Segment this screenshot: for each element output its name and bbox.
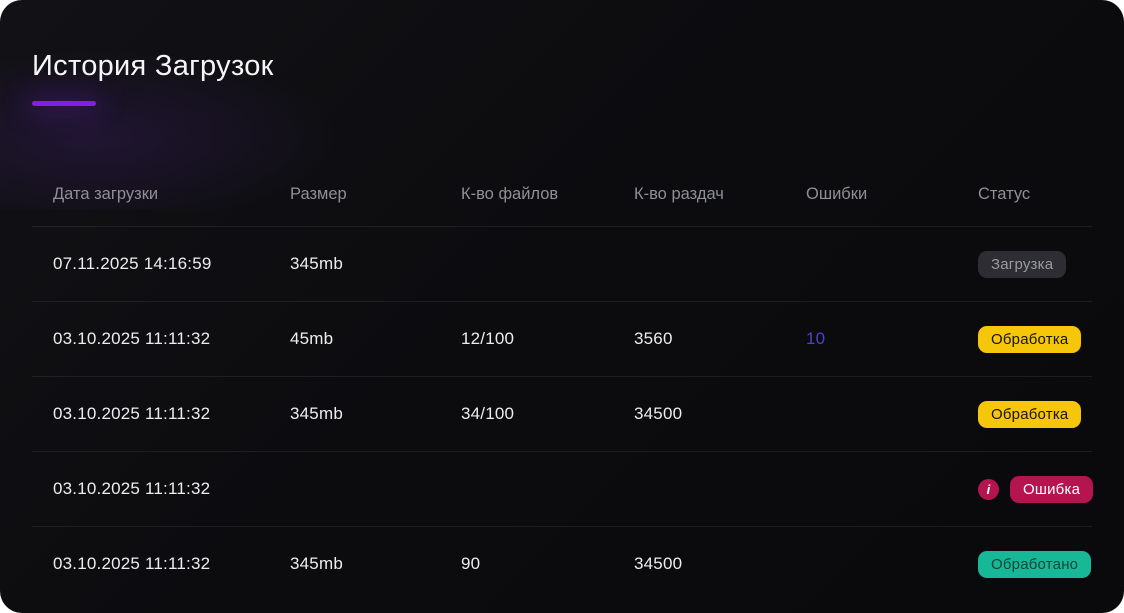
cell-date: 03.10.2025 11:11:32: [53, 554, 211, 573]
cell-files: 12/100: [461, 329, 515, 348]
cell-seeds: 3560: [634, 329, 673, 348]
error-info-icon[interactable]: i: [978, 478, 999, 500]
table-row: 03.10.2025 11:11:32 345mb 34/100 34500 О…: [32, 376, 1092, 451]
column-header-files: К-во файлов: [461, 184, 559, 203]
status-badge: Обработано: [978, 550, 1092, 578]
cell-status: Загрузка: [978, 250, 1092, 278]
cell-date: 03.10.2025 11:11:32: [53, 404, 211, 423]
cell-files: 90: [461, 554, 481, 573]
cell-size: 45mb: [290, 329, 334, 348]
cell-files: 34/100: [461, 404, 515, 423]
table-row: 07.11.2025 14:16:59 345mb Загрузка: [32, 226, 1092, 301]
column-header-errors: Ошибки: [806, 184, 868, 203]
downloads-table: Дата загрузки Размер К-во файлов К-во разда…: [32, 162, 1094, 601]
cell-date: 03.10.2025 11:11:32: [53, 329, 211, 348]
cell-status: Обработано: [978, 550, 1092, 578]
table-row: 03.10.2025 11:11:32 345mb 90 34500 Обраб…: [32, 526, 1092, 601]
status-badge: Обработка: [978, 325, 1082, 353]
cell-seeds: 34500: [634, 554, 683, 573]
page-title: История Загрузок: [32, 50, 274, 82]
table-body: 07.11.2025 14:16:59 345mb Загрузка 03.10…: [32, 226, 1094, 601]
cell-seeds: 34500: [634, 404, 683, 423]
column-header-date: Дата загрузки: [53, 184, 159, 203]
cell-date: 07.11.2025 14:16:59: [53, 254, 212, 273]
table-header-row: Дата загрузки Размер К-во файлов К-во разда…: [32, 162, 1092, 226]
cell-size: 345mb: [290, 404, 343, 423]
cell-errors: 10: [806, 329, 978, 349]
cell-size: 345mb: [290, 254, 343, 273]
status-badge: Обработка: [978, 400, 1082, 428]
cell-status: i Ошибка: [978, 475, 1094, 503]
column-header-seeds: К-во раздач: [634, 184, 724, 203]
column-header-size: Размер: [290, 184, 347, 203]
table-row: 03.10.2025 11:11:32 45mb 12/100 3560 10 …: [32, 301, 1092, 376]
status-badge: Ошибка: [1010, 475, 1094, 503]
cell-status: Обработка: [978, 325, 1092, 353]
cell-status: Обработка: [978, 400, 1092, 428]
column-header-status: Статус: [978, 184, 1031, 203]
page-header: История Загрузок: [0, 0, 1124, 106]
cell-size: 345mb: [290, 554, 343, 573]
status-badge: Загрузка: [978, 250, 1067, 278]
title-accent-underline: [32, 101, 96, 106]
cell-date: 03.10.2025 11:11:32: [53, 479, 211, 498]
table-row: 03.10.2025 11:11:32 i Ошибка: [32, 451, 1094, 526]
cell-errors-link[interactable]: 10: [806, 329, 826, 348]
